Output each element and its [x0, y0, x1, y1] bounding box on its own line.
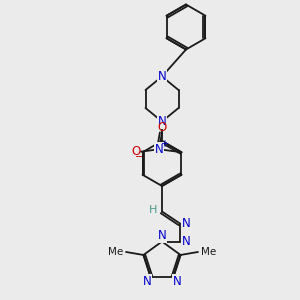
Text: N: N [182, 217, 190, 230]
Text: N: N [158, 115, 166, 128]
Text: −: − [135, 152, 143, 162]
Text: N: N [182, 235, 190, 248]
Text: N: N [172, 275, 181, 288]
Text: N: N [158, 115, 166, 128]
Text: N: N [158, 70, 166, 83]
Text: N: N [143, 275, 152, 288]
Text: N: N [154, 143, 164, 156]
Text: O: O [131, 145, 140, 158]
Text: N: N [158, 229, 166, 242]
Text: +: + [160, 139, 168, 149]
Text: Me: Me [201, 247, 216, 257]
Text: O: O [158, 121, 166, 134]
Text: Me: Me [108, 247, 123, 257]
Text: H: H [149, 205, 157, 215]
